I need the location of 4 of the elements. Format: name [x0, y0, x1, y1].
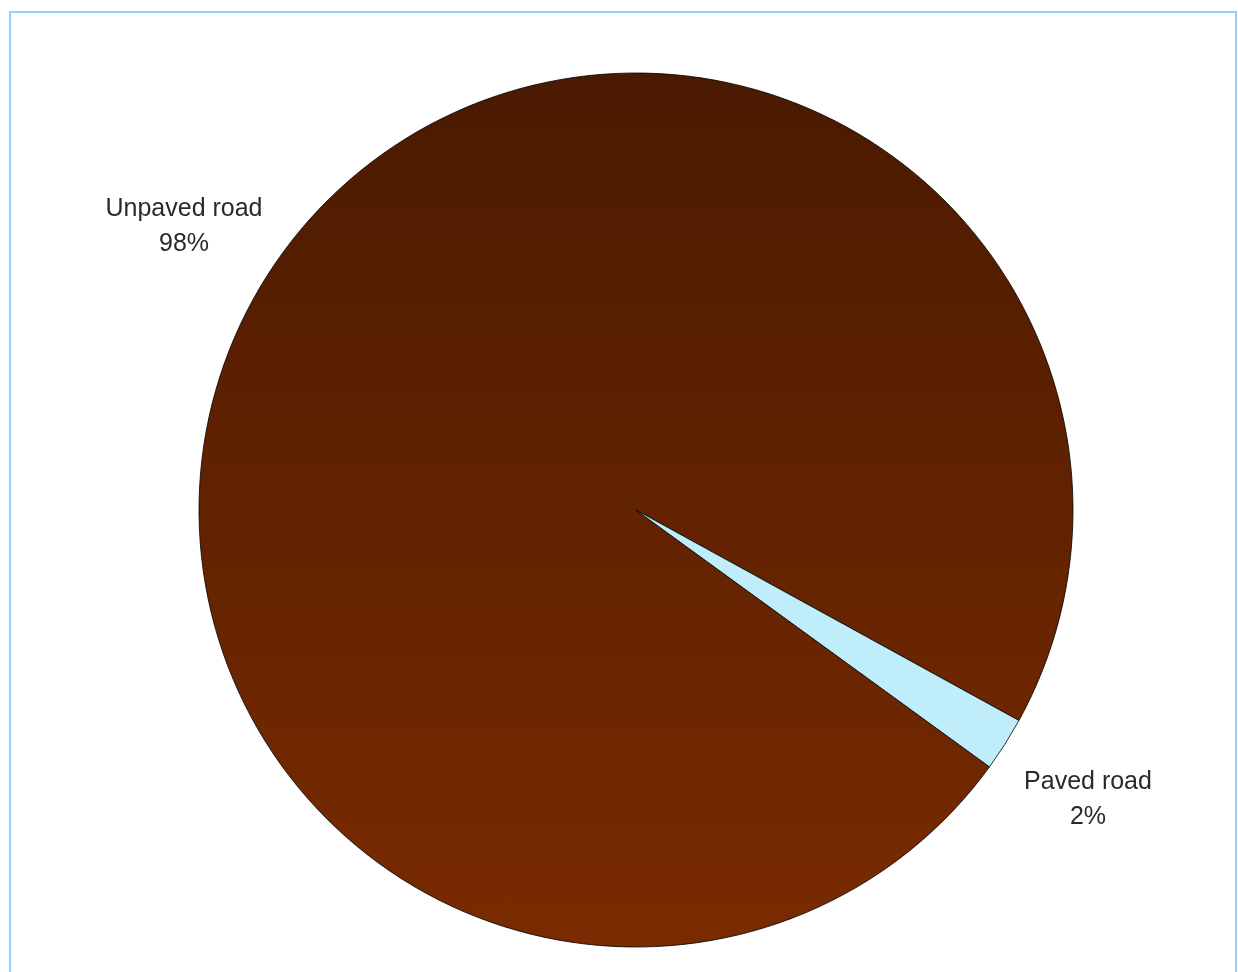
slice-label: Unpaved road — [105, 192, 263, 221]
slice-label: Paved road — [1024, 766, 1152, 795]
data-label: 98% — [158, 227, 210, 256]
data-label: 2% — [1069, 801, 1107, 830]
